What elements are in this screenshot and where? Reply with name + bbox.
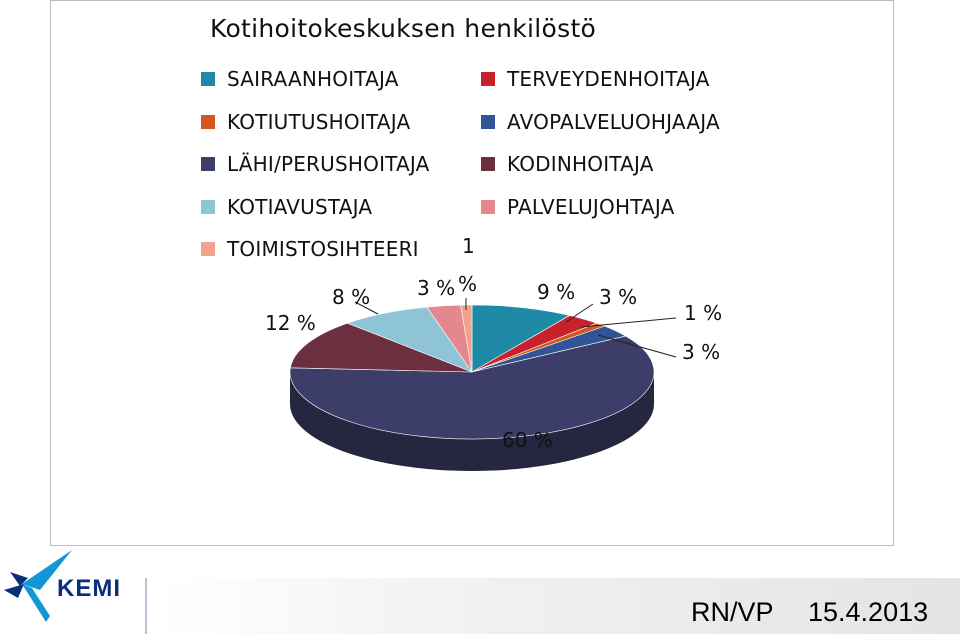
legend-swatch	[481, 157, 495, 171]
data-label: 3 %	[417, 276, 455, 300]
pie-slice	[290, 322, 473, 373]
pie-slice	[346, 306, 473, 373]
legend-item: TOIMISTOSIHTEERI	[201, 237, 419, 261]
legend-swatch	[481, 114, 495, 129]
legend-swatch	[481, 199, 495, 214]
legend-label: PALVELUJOHTAJA	[507, 194, 675, 219]
logo-text: KEMI	[57, 575, 121, 602]
legend-item: SAIRAANHOITAJA	[201, 67, 399, 91]
legend-label: KOTIUTUSHOITAJA	[227, 109, 411, 134]
leader-line	[597, 334, 677, 358]
footer-date: 15.4.2013	[808, 597, 929, 627]
footer-author: RN/VP	[691, 597, 774, 627]
data-label: 1%	[458, 234, 477, 296]
legend-label: KOTIAVUSTAJA	[227, 194, 373, 219]
legend-label: KODINHOITAJA	[507, 152, 654, 176]
legend-label: LÄHI/PERUSHOITAJA	[227, 152, 430, 176]
legend-item: KODINHOITAJA	[481, 152, 654, 176]
data-label: 9 %	[537, 280, 575, 304]
legend-swatch	[201, 157, 215, 171]
data-label: 60 %	[502, 428, 553, 452]
pie-slice	[289, 335, 655, 440]
legend-item: AVOPALVELUOHJAAJA	[481, 110, 720, 134]
data-label: 3 %	[599, 285, 637, 309]
chart-title: Kotihoitokeskuksen henkilöstö	[210, 14, 597, 43]
legend-swatch	[201, 72, 215, 86]
legend-swatch	[201, 199, 215, 214]
pie-slice	[471, 304, 571, 373]
leader-line	[580, 317, 677, 328]
legend-swatch	[481, 72, 495, 86]
legend-label: SAIRAANHOITAJA	[227, 67, 399, 91]
leader-line	[354, 301, 379, 315]
legend-item: TERVEYDENHOITAJA	[481, 67, 710, 91]
legend-item: KOTIAVUSTAJA	[201, 195, 372, 219]
data-label: 12 %	[265, 311, 316, 335]
legend-item: LÄHI/PERUSHOITAJA	[201, 152, 430, 176]
leader-line	[565, 303, 594, 323]
data-label: 3 %	[682, 340, 720, 364]
legend-label: AVOPALVELUOHJAAJA	[507, 109, 720, 134]
footer-band	[160, 578, 960, 634]
legend-swatch	[201, 242, 215, 256]
footer-divider	[145, 578, 147, 634]
data-label: 8 %	[332, 285, 370, 309]
legend-item: PALVELUJOHTAJA	[481, 195, 675, 219]
legend-item: KOTIUTUSHOITAJA	[201, 110, 410, 134]
kemi-logo-icon	[4, 550, 72, 622]
data-label: 1 %	[684, 301, 722, 325]
pie-slice-side	[290, 372, 654, 471]
legend-swatch	[201, 114, 215, 129]
legend-label: TERVEYDENHOITAJA	[507, 67, 710, 91]
legend-label: TOIMISTOSIHTEERI	[227, 237, 419, 261]
